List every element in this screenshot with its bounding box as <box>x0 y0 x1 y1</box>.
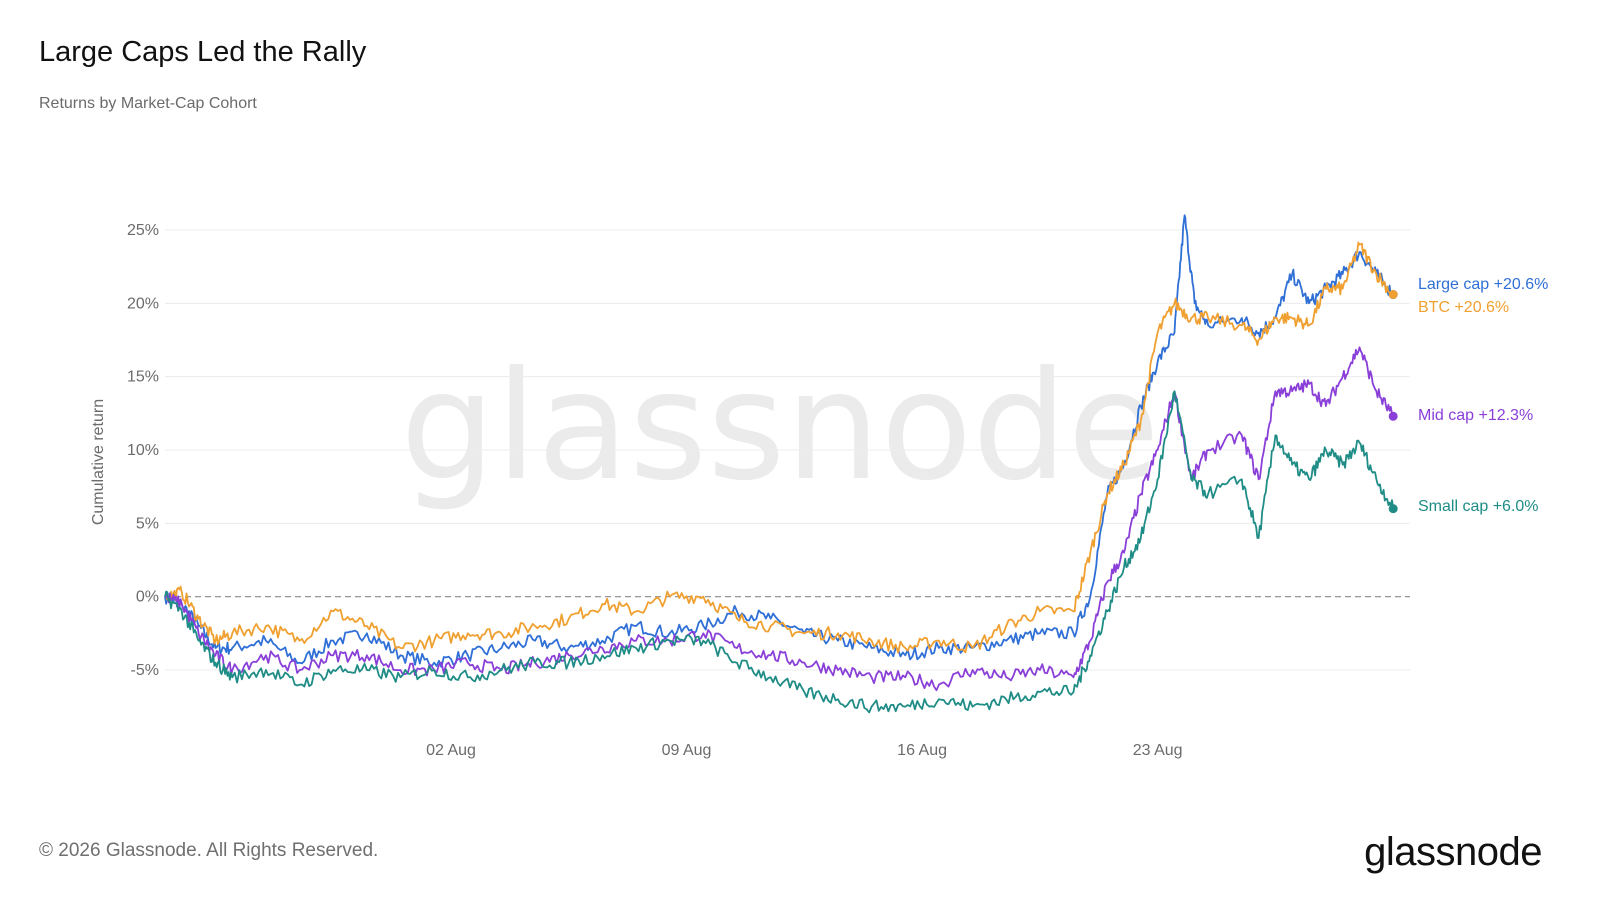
x-tick-label: 23 Aug <box>1133 742 1183 759</box>
series-end-dot <box>1388 290 1398 300</box>
series-end-dot <box>1388 411 1398 421</box>
y-tick-label: 0% <box>136 589 159 606</box>
glassnode-logo[interactable]: glassnode <box>1364 830 1542 874</box>
series-lines <box>164 214 1398 714</box>
chart-subtitle: Returns by Market-Cap Cohort <box>39 95 257 112</box>
series-line-btc <box>164 241 1395 654</box>
grid-lines <box>165 229 1410 671</box>
y-tick-label: 10% <box>127 442 159 459</box>
y-tick-label: 15% <box>127 369 159 386</box>
series-end-label: Large cap +20.6% <box>1418 276 1548 293</box>
series-line-mid-cap <box>164 346 1395 692</box>
series-end-label: BTC +20.6% <box>1418 299 1509 316</box>
line-chart: glassnode 25% 20% 15% 10% 5% 0% -5% 02 Aug 09 A… <box>90 214 1548 759</box>
y-tick-label: 5% <box>136 515 159 532</box>
series-line-small-cap <box>164 390 1395 714</box>
y-tick-label: 20% <box>127 295 159 312</box>
series-line-large-cap <box>164 214 1394 668</box>
x-tick-label: 09 Aug <box>662 742 712 759</box>
copyright-text: © 2026 Glassnode. All Rights Reserved. <box>39 840 379 861</box>
y-axis-label: Cumulative return <box>90 399 107 525</box>
series-end-dot <box>1388 504 1398 514</box>
watermark-text: glassnode <box>400 340 1159 514</box>
y-tick-label: -5% <box>131 662 159 679</box>
x-axis-ticks: 02 Aug 09 Aug 16 Aug 23 Aug <box>426 742 1182 759</box>
x-tick-label: 16 Aug <box>897 742 947 759</box>
chart-title: Large Caps Led the Rally <box>39 36 367 68</box>
x-tick-label: 02 Aug <box>426 742 476 759</box>
y-tick-label: 25% <box>127 222 159 239</box>
series-end-label: Mid cap +12.3% <box>1418 407 1533 424</box>
y-axis-ticks: 25% 20% 15% 10% 5% 0% -5% <box>127 222 159 679</box>
end-labels: Large cap +20.6% BTC +20.6% Mid cap +12.3%… <box>1418 276 1548 515</box>
series-end-label: Small cap +6.0% <box>1418 498 1539 515</box>
